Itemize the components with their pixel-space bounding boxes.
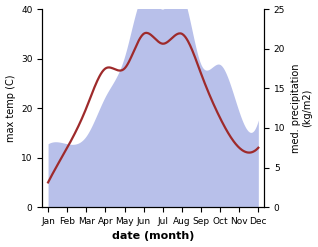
Y-axis label: med. precipitation
(kg/m2): med. precipitation (kg/m2) — [291, 63, 313, 153]
X-axis label: date (month): date (month) — [112, 231, 194, 242]
Y-axis label: max temp (C): max temp (C) — [5, 74, 16, 142]
